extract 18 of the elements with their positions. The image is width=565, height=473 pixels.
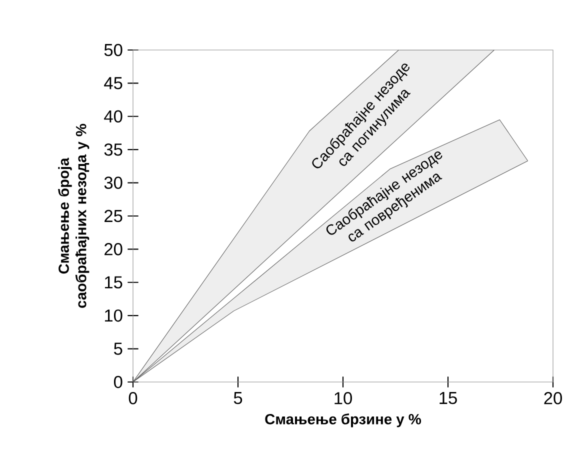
y-tick-label: 45	[104, 77, 122, 90]
x-tick-label: 0	[128, 392, 138, 404]
y-tick-label: 15	[104, 276, 122, 288]
y-tick-label: 20	[104, 243, 122, 256]
y-tick-label: 0	[114, 376, 122, 388]
x-tick-label: 20	[544, 392, 562, 404]
y-tick-label: 35	[104, 143, 122, 156]
x-tick-label: 15	[440, 392, 457, 404]
y-tick-label: 50	[104, 44, 122, 56]
y-axis-title: Смањење броја саобраћајних незода у %	[58, 124, 90, 308]
x-tick-label: 5	[234, 392, 242, 404]
x-tick-label: 10	[334, 392, 352, 404]
x-axis-title: Смањење брзине у %	[265, 413, 422, 428]
y-tick-label: 25	[104, 210, 122, 222]
y-tick-label: 30	[104, 176, 122, 189]
y-tick-label: 40	[104, 110, 122, 123]
y-tick-label: 5	[114, 342, 122, 355]
y-tick-label: 10	[104, 309, 122, 322]
